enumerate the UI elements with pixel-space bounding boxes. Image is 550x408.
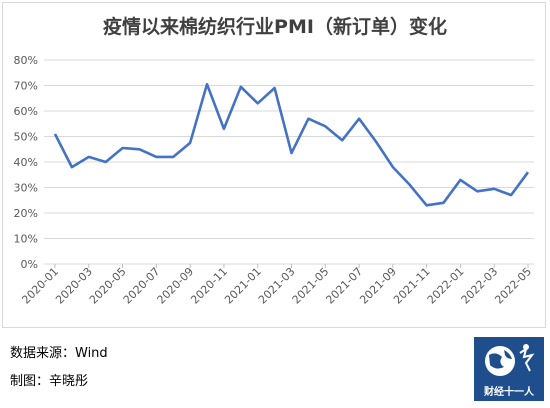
x-tick-labels: 2020-012020-032020-052020-072020-092020-… [19,264,534,307]
chart-title: 疫情以来棉纺织行业PMI（新订单）变化 [103,16,447,38]
x-tick-label: 2022-05 [492,265,534,307]
maker-note: 制图：辛晓彤 [10,374,89,389]
gridlines [44,59,534,265]
series-layer [53,82,530,207]
chart-frame [2,2,546,328]
y-tick-label: 30% [14,182,38,195]
y-tick-label: 10% [14,233,38,246]
y-tick-label: 20% [14,207,38,220]
globe-icon [485,344,535,376]
y-tick-labels: 0% 10% 20% 30% 40% 50% 60% 70% 80% [14,54,38,271]
y-tick-label: 0% [21,258,38,271]
y-tick-label: 70% [14,80,38,93]
brand-logo: 财经十一人 [474,337,544,401]
source-note: 数据来源：Wind [10,346,108,361]
logo-text: 财经十一人 [484,387,534,398]
y-tick-label: 60% [14,105,38,118]
line-chart: 0% 10% 20% 30% 40% 50% 60% 70% 80% 2020-012020-0… [14,54,535,307]
y-tick-label: 50% [14,131,38,144]
y-tick-label: 40% [14,156,38,169]
y-tick-label: 80% [14,54,38,67]
